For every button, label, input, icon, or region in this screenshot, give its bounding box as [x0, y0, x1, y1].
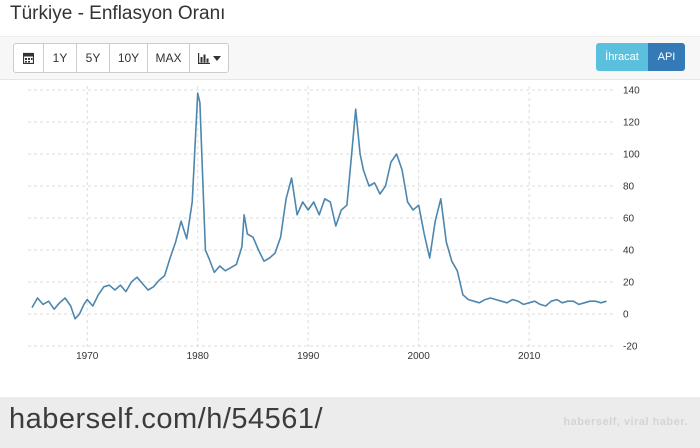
y-tick-label: 40: [623, 246, 635, 257]
range-5y-button[interactable]: 5Y: [77, 44, 110, 72]
range-max-button[interactable]: MAX: [148, 44, 190, 72]
chart-type-dropdown[interactable]: [190, 44, 228, 72]
y-tick-label: 60: [623, 214, 635, 225]
range-1y-button[interactable]: 1Y: [44, 44, 77, 72]
x-axis-ticks: 1970 1980 1990 2000 2010: [76, 351, 541, 362]
page-title: Türkiye - Enflasyon Oranı: [10, 3, 226, 24]
range-button-group: 1Y 5Y 10Y MAX: [13, 43, 229, 73]
calendar-icon: [23, 52, 34, 64]
footer-url: haberself.com/h/54561/: [9, 403, 324, 435]
chart-grid: [28, 86, 616, 348]
y-tick-label: 80: [623, 182, 635, 193]
y-tick-label: 20: [623, 278, 635, 289]
x-tick-label: 2000: [408, 351, 431, 362]
y-tick-label: 140: [623, 86, 640, 97]
x-tick-label: 1980: [187, 351, 210, 362]
x-tick-label: 1970: [76, 351, 99, 362]
range-10y-button[interactable]: 10Y: [110, 44, 148, 72]
footer-brand-watermark: haberself, viral haber.: [563, 416, 688, 428]
calendar-button[interactable]: [14, 44, 44, 72]
x-tick-label: 1990: [297, 351, 320, 362]
footer-banner: haberself.com/h/54561/ haberself, viral …: [0, 397, 700, 448]
inflation-line-chart: 1970 1980 1990 2000 2010 -20 0 20 40 60 80 100 120 1…: [28, 86, 640, 362]
export-button[interactable]: İhracat: [596, 43, 648, 71]
bar-chart-icon: [197, 52, 210, 64]
api-button[interactable]: API: [648, 43, 685, 71]
y-tick-label: -20: [623, 342, 638, 353]
caret-down-icon: [212, 55, 221, 61]
x-tick-label: 2010: [518, 351, 541, 362]
y-tick-label: 0: [623, 310, 629, 321]
inflation-series-line: [31, 92, 607, 320]
export-api-group: İhracat API: [596, 43, 685, 71]
chart-toolbar: 1Y 5Y 10Y MAX İhracat API: [0, 36, 700, 80]
y-tick-label: 100: [623, 150, 640, 161]
y-axis-ticks: -20 0 20 40 60 80 100 120 140: [623, 86, 640, 353]
y-tick-label: 120: [623, 118, 640, 129]
